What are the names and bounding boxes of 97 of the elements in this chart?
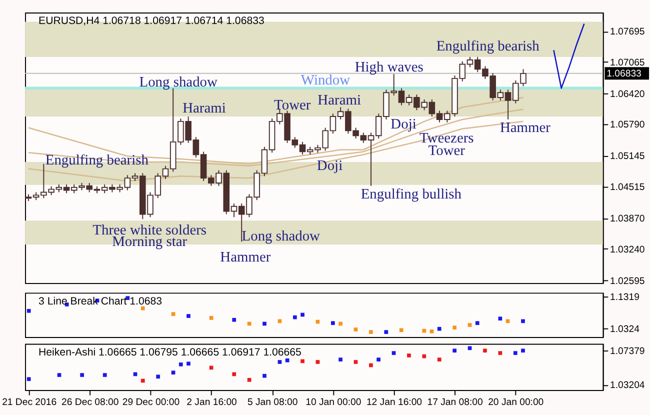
point [498, 316, 502, 320]
annotation: Engulfing bullish [360, 186, 462, 203]
point [186, 362, 190, 366]
point [102, 373, 107, 377]
point [521, 319, 525, 324]
point [278, 360, 282, 364]
point [422, 354, 426, 358]
annotation: Doji [390, 116, 416, 132]
point [171, 312, 176, 316]
annotation: Hammer [500, 120, 551, 136]
annotation: Hammer [220, 249, 271, 266]
x-tick-label: 26 Dec 08:00 [62, 396, 119, 408]
x-tick-label: 2 Jan 16:00 [186, 396, 237, 408]
point [178, 362, 183, 366]
x-tick-label: 10 Jan 00:00 [306, 396, 362, 408]
annotation: Doji [316, 158, 343, 174]
x-tick-label: 5 Jan 08:00 [247, 396, 298, 408]
point [338, 322, 342, 326]
annotation: Harami [182, 100, 226, 116]
annotation: Long shadow [139, 74, 218, 91]
point [384, 330, 388, 334]
point [331, 321, 335, 325]
point [468, 346, 472, 350]
point [399, 328, 404, 332]
chart-title: 3 Line Break Chart 1.0683 [38, 295, 162, 308]
point [369, 363, 373, 368]
ref-line-label: Window [300, 72, 351, 88]
point [506, 319, 510, 324]
y-tick-label: 1.1319 [610, 292, 640, 304]
line-series [553, 23, 585, 89]
point [422, 328, 426, 333]
x-tick-label: 12 Jan 16:00 [366, 396, 422, 408]
y-tick-label: 1.05145 [610, 151, 645, 162]
point [483, 348, 487, 353]
point [156, 374, 160, 379]
point [430, 329, 434, 334]
point [468, 323, 472, 327]
chart-title: Heiken-Ashi 1.06665 1.06795 1.06665 1.06917 1.06665 [38, 346, 302, 358]
y-tick-label: 1.07065 [610, 57, 645, 68]
y-tick-label: 1.03870 [610, 214, 645, 224]
y-tick-label: 1.03204 [610, 380, 646, 392]
point [452, 326, 456, 330]
x-tick-label: 29 Dec 00:00 [122, 396, 180, 408]
point [140, 378, 145, 383]
annotation: High waves [354, 59, 424, 76]
point [513, 351, 518, 355]
annotation: Engulfing bearish [436, 38, 540, 55]
point [232, 372, 236, 376]
point [285, 358, 290, 362]
point [140, 306, 145, 310]
point [57, 373, 62, 377]
chart-title: EURUSD,H4 1.06718 1.06917 1.06714 1.06833 [38, 15, 264, 28]
y-tick-label: 1.05790 [610, 120, 645, 131]
point [80, 373, 84, 377]
point [376, 358, 380, 362]
point [354, 360, 358, 364]
y-tick-label: 1.03240 [610, 244, 645, 256]
y-tick-label: 1.04515 [610, 182, 645, 193]
point [452, 348, 456, 353]
x-tick-label: 21 Dec 2016 [2, 396, 57, 408]
point [186, 314, 190, 318]
annotation: Long shadow [242, 228, 321, 244]
point [354, 328, 358, 332]
point [26, 308, 31, 313]
y-tick-label: 1.07695 [610, 26, 645, 38]
point [437, 326, 442, 331]
point [369, 330, 373, 334]
point [300, 359, 304, 364]
point [316, 360, 320, 364]
point [437, 358, 442, 362]
point [262, 374, 266, 378]
point [232, 318, 236, 322]
point [278, 319, 282, 324]
point [498, 351, 502, 355]
y-tick-label: 1.0324 [610, 324, 640, 336]
point [300, 312, 304, 317]
point [392, 351, 396, 355]
point [209, 316, 214, 320]
annotation: Tower [274, 97, 311, 114]
annotation: Harami [318, 92, 361, 109]
point [26, 377, 31, 382]
point [475, 321, 480, 325]
point [407, 354, 411, 358]
x-tick-label: 20 Jan 00:00 [488, 396, 544, 408]
point [521, 348, 525, 353]
point [171, 370, 176, 374]
x-tick-label: 17 Jan 08:00 [427, 396, 483, 408]
y-tick-label: 1.07379 [610, 346, 645, 358]
point [247, 378, 252, 382]
point [338, 358, 342, 362]
y-tick-label: 1.06420 [610, 88, 645, 100]
point [262, 322, 266, 326]
point [292, 315, 297, 320]
y-tick-label: 1.02595 [610, 276, 645, 287]
ref-line-label: 1.06833 [606, 68, 642, 80]
annotation: Morning star [112, 234, 188, 250]
annotation: Engulfing bearish [45, 152, 150, 168]
